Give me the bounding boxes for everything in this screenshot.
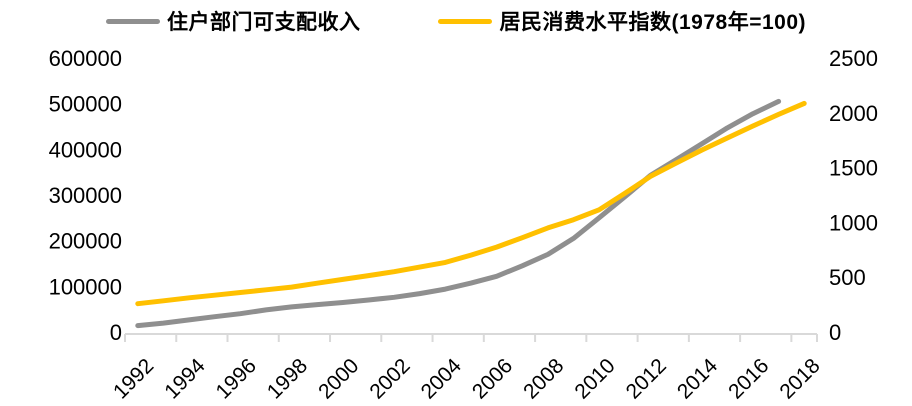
right-axis-tick-label: 1000: [829, 210, 878, 235]
left-axis-tick-label: 400000: [49, 137, 122, 162]
left-axis-tick-label: 300000: [49, 183, 122, 208]
right-axis-tick-label: 500: [829, 265, 866, 290]
x-axis-year-label: 2016: [724, 354, 773, 403]
legend-label-consumption-index: 居民消费水平指数(1978年=100): [499, 11, 806, 34]
x-axis-year-label: 1998: [263, 354, 312, 403]
legend: 住户部门可支配收入 居民消费水平指数(1978年=100): [0, 4, 912, 38]
legend-label-disposable-income: 住户部门可支配收入: [166, 11, 361, 34]
x-axis-year-label: 2012: [622, 354, 671, 403]
x-axis-year-label: 2002: [365, 354, 414, 403]
x-axis-year-label: 2014: [673, 354, 723, 404]
series-line-consumption-index: [135, 100, 807, 307]
x-axis-year-label: 1996: [212, 354, 261, 403]
x-axis-year-label: 2000: [314, 354, 363, 403]
x-axis-year-label: 2008: [519, 354, 568, 403]
right-axis-tick-label: 1500: [829, 156, 878, 181]
x-axis-year-label: 2010: [570, 354, 619, 403]
x-axis-year-label: 2006: [468, 354, 517, 403]
legend-line-swatch-yellow: [438, 18, 493, 24]
x-axis-year-label: 2018: [775, 354, 824, 403]
left-axis-tick-label: 200000: [49, 229, 122, 254]
left-axis-tick-label: 0: [110, 320, 122, 345]
right-axis-tick-label: 2500: [829, 46, 878, 71]
legend-item-disposable-income: 住户部门可支配收入: [105, 6, 361, 36]
x-axis-year-label: 2004: [417, 354, 467, 404]
left-axis-tick-label: 600000: [49, 46, 122, 71]
legend-item-consumption-index: 居民消费水平指数(1978年=100): [438, 6, 806, 36]
right-axis-tick-label: 2000: [829, 101, 878, 126]
x-axis-year-label: 1994: [160, 354, 210, 404]
right-axis-tick-label: 0: [829, 320, 841, 345]
legend-line-swatch-gray: [105, 18, 160, 24]
x-axis-year-label: 1992: [109, 354, 158, 403]
left-axis-tick-label: 500000: [49, 92, 122, 117]
left-axis-tick-label: 100000: [49, 274, 122, 299]
series-line-disposable-income: [135, 98, 782, 329]
